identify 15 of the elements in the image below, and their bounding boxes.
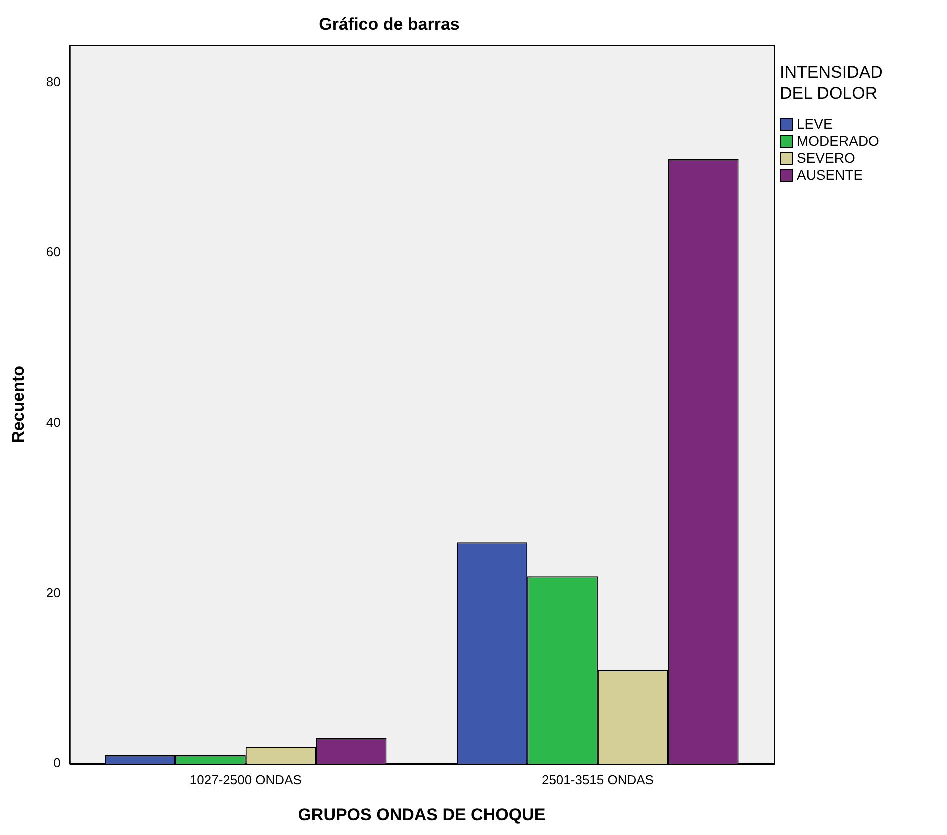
legend-label: MODERADO xyxy=(797,133,880,150)
chart-title: Gráfico de barras xyxy=(319,14,460,34)
y-tick-label: 60 xyxy=(46,244,61,260)
legend-label: AUSENTE xyxy=(797,167,864,184)
x-tick-label: 2501-3515 ONDAS xyxy=(542,772,654,788)
y-tick-label: 40 xyxy=(46,415,61,430)
x-tick-label: 1027-2500 ONDAS xyxy=(190,772,302,788)
y-tick-label: 0 xyxy=(54,756,61,771)
legend-label: LEVE xyxy=(797,116,833,133)
legend-label: SEVERO xyxy=(797,150,856,167)
y-axis-title: Recuento xyxy=(8,366,28,444)
y-tick-label: 20 xyxy=(46,585,61,600)
y-tick-label: 80 xyxy=(46,74,61,90)
legend-title: INTENSIDAD DEL DOLOR xyxy=(780,62,884,104)
x-axis-title: GRUPOS ONDAS DE CHOQUE xyxy=(298,805,546,824)
